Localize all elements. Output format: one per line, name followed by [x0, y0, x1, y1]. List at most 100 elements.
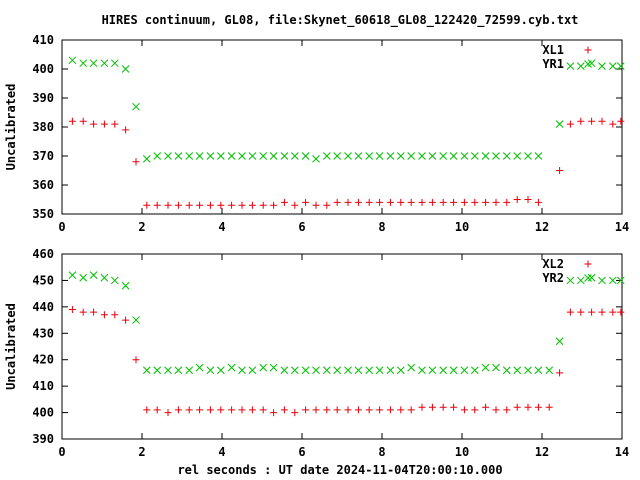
data-point	[344, 406, 352, 414]
data-point	[333, 198, 341, 206]
y-tick-label: 380	[32, 120, 54, 134]
data-point	[164, 366, 172, 375]
chart-title: HIRES continuum, GL08, file:Skynet_60618…	[102, 13, 579, 28]
data-point	[534, 403, 542, 411]
x-tick-label: 8	[378, 220, 385, 234]
data-point	[460, 152, 469, 160]
data-point	[492, 152, 500, 160]
data-point	[449, 152, 458, 160]
data-point	[206, 201, 214, 209]
x-tick-label: 12	[535, 220, 549, 234]
series-XL1	[68, 117, 625, 209]
data-point	[344, 152, 352, 160]
data-point	[439, 403, 447, 411]
data-point	[524, 366, 532, 375]
data-point	[576, 276, 585, 285]
data-point	[386, 406, 394, 414]
legend-marker	[584, 260, 592, 268]
data-point	[185, 366, 194, 375]
data-point	[174, 201, 182, 209]
data-point	[238, 152, 246, 160]
x-tick-label: 2	[138, 445, 145, 459]
data-point	[524, 196, 532, 203]
data-point	[195, 363, 204, 372]
legend-label: XL1	[542, 43, 564, 57]
x-tick-label: 8	[378, 445, 385, 459]
data-point	[195, 152, 204, 160]
data-point	[153, 201, 161, 209]
data-point	[217, 201, 225, 209]
data-point	[556, 167, 564, 174]
y-tick-label: 400	[32, 62, 54, 76]
y-tick-label: 400	[32, 406, 54, 420]
x-tick-label: 2	[138, 220, 145, 234]
series-XL2	[68, 306, 625, 417]
data-point	[407, 198, 415, 206]
y-tick-label: 350	[32, 207, 54, 221]
x-tick-label: 6	[298, 445, 305, 459]
data-point	[216, 366, 225, 375]
data-point	[111, 120, 119, 128]
data-point	[323, 406, 331, 414]
data-point	[68, 56, 77, 65]
data-point	[616, 62, 625, 70]
x-tick-label: 0	[58, 220, 65, 234]
data-point	[174, 152, 183, 160]
data-point	[259, 363, 268, 372]
data-point	[238, 366, 246, 375]
panel-2: 0 2 4 6 8 10 12 14 390 400 410 420 430 440 450 460 Uncal…	[4, 247, 629, 459]
data-point	[132, 316, 140, 324]
data-point	[386, 152, 395, 160]
legend-label: YR1	[542, 57, 564, 71]
data-point	[598, 276, 606, 285]
data-point	[513, 403, 521, 411]
data-point	[577, 308, 585, 316]
data-point	[566, 276, 575, 285]
data-point	[100, 311, 108, 319]
data-point	[206, 366, 215, 375]
data-point	[608, 276, 617, 285]
data-point	[513, 366, 522, 375]
data-point	[68, 117, 76, 125]
data-point	[142, 155, 151, 163]
data-point	[375, 152, 384, 160]
y-tick-label: 370	[32, 149, 54, 163]
data-point	[460, 198, 468, 206]
data-point	[248, 366, 257, 375]
data-point	[259, 201, 267, 209]
data-point	[153, 406, 161, 414]
panel-1: 0 2 4 6 8 10 12 14 350 360 370 380 390 400 410 Uncalibr…	[4, 33, 629, 234]
data-point	[418, 152, 426, 160]
data-point	[492, 363, 500, 372]
data-point	[616, 276, 625, 285]
data-point	[238, 406, 246, 414]
data-point	[174, 406, 182, 414]
x-tick-label: 12	[535, 445, 549, 459]
data-point	[482, 198, 490, 206]
data-point	[344, 198, 352, 206]
legend-label: YR2	[542, 271, 564, 285]
data-point	[132, 102, 140, 111]
data-point	[302, 406, 310, 414]
data-point	[354, 198, 362, 206]
data-point	[312, 155, 320, 163]
data-point	[227, 152, 236, 160]
data-point	[164, 409, 172, 417]
data-point	[492, 406, 500, 414]
data-point	[143, 201, 151, 209]
data-point	[79, 273, 88, 282]
plot-frame	[61, 39, 623, 215]
x-axis-label: rel seconds : UT date 2024-11-04T20:00:1…	[177, 463, 502, 477]
data-point	[90, 308, 98, 316]
data-point	[566, 62, 575, 70]
x-tick-label: 10	[455, 445, 469, 459]
data-point	[185, 201, 193, 209]
data-point	[534, 152, 543, 160]
data-point	[470, 366, 479, 375]
data-point	[174, 366, 183, 375]
y-tick-label: 450	[32, 273, 54, 287]
data-point	[534, 366, 543, 375]
data-point	[291, 409, 299, 417]
data-point	[577, 117, 585, 125]
